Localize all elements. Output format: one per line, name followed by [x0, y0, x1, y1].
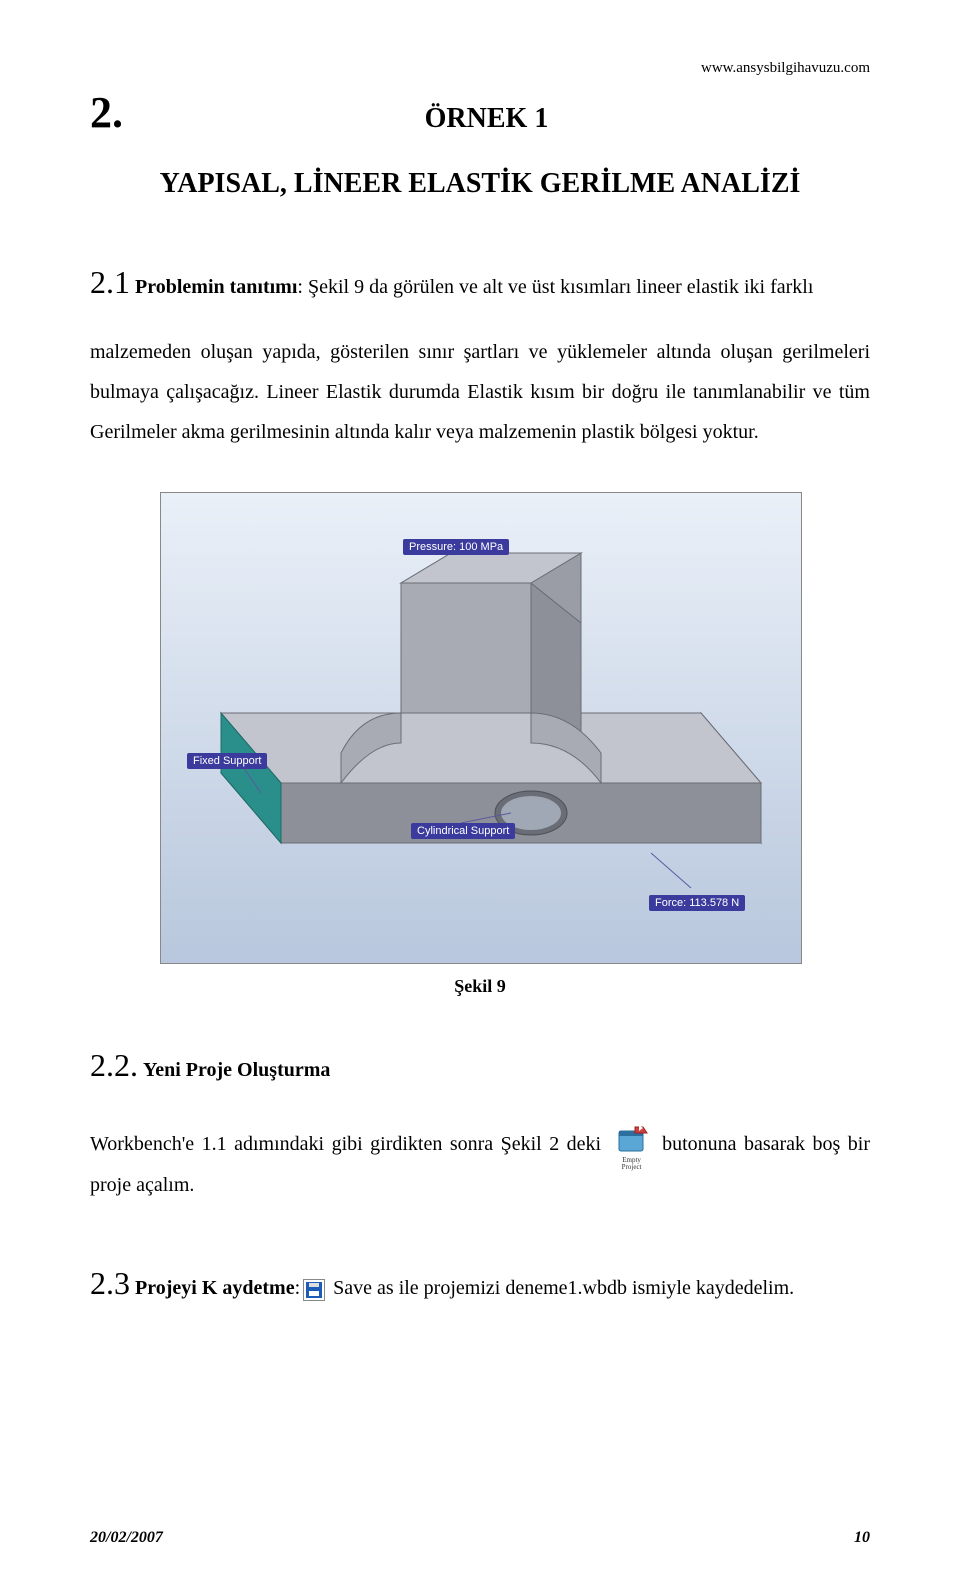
- section-2-2-heading: 2.2. Yeni Proje Oluşturma: [90, 1047, 870, 1084]
- empty-project-icon: Empty Project: [613, 1125, 651, 1165]
- page-footer: 20/02/2007 10: [90, 1529, 870, 1547]
- footer-date: 20/02/2007: [90, 1529, 163, 1547]
- header-url: www.ansysbilgihavuzu.com: [90, 60, 870, 77]
- section-2-2-number: 2.2.: [90, 1047, 138, 1083]
- figure-label-fixed: Fixed Support: [187, 753, 267, 769]
- section-2-3: 2.3 Projeyi K aydetme: Save as ile proje…: [90, 1255, 870, 1313]
- figure-label-force: Force: 113.578 N: [649, 895, 745, 911]
- chapter-label: ÖRNEK 1: [203, 103, 770, 135]
- save-icon: [303, 1279, 325, 1301]
- section-2-2-label: Yeni Proje Oluşturma: [143, 1059, 330, 1081]
- figure-9-caption: Şekil 9: [160, 976, 800, 997]
- figure-label-cylindrical: Cylindrical Support: [411, 823, 515, 839]
- section-2-1: 2.1 Problemin tanıtımı: Şekil 9 da görül…: [90, 250, 870, 452]
- figure-label-pressure: Pressure: 100 MPa: [403, 539, 509, 555]
- chapter-title: YAPISAL, LİNEER ELASTİK GERİLME ANALİZİ: [90, 168, 870, 200]
- section-2-3-label: Projeyi K aydetme: [135, 1277, 295, 1299]
- footer-page: 10: [854, 1529, 870, 1547]
- section-2-1-label: Problemin tanıtımı: [135, 276, 297, 298]
- section-2-2-paragraph: Workbench'e 1.1 adımındaki gibi girdikte…: [90, 1124, 870, 1205]
- section-2-1-number: 2.1: [90, 264, 130, 300]
- section-2-2-text-before: Workbench'e 1.1 adımındaki gibi girdikte…: [90, 1133, 609, 1155]
- empty-project-icon-caption: Empty Project: [613, 1157, 651, 1171]
- section-2-1-text1: : Şekil 9 da görülen ve alt ve üst kısım…: [297, 276, 813, 298]
- section-2-3-text: Save as ile projemizi deneme1.wbdb ismiy…: [328, 1277, 794, 1299]
- chapter-number: 2.: [90, 87, 123, 138]
- chapter-row: 2. ÖRNEK 1: [90, 87, 870, 138]
- figure-9-image: Pressure: 100 MPa Fixed Support Cylindri…: [160, 492, 802, 964]
- cad-part-svg: [161, 493, 801, 963]
- section-2-1-body: malzemeden oluşan yapıda, gösterilen sın…: [90, 332, 870, 452]
- figure-9: Pressure: 100 MPa Fixed Support Cylindri…: [160, 492, 800, 997]
- section-2-3-number: 2.3: [90, 1265, 130, 1301]
